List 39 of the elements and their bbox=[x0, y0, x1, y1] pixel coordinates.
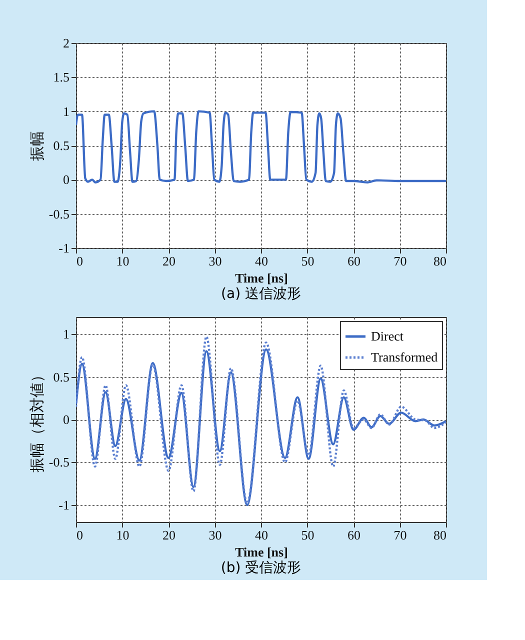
x-tick-label: 40 bbox=[255, 528, 268, 542]
y-tick-label: 1 bbox=[63, 104, 70, 119]
x-tick-label: 10 bbox=[116, 528, 130, 542]
y-axis-title: 振幅（相対値） bbox=[28, 368, 46, 472]
x-tick-label: 50 bbox=[301, 528, 314, 542]
x-tick-label: 10 bbox=[116, 254, 130, 268]
y-tick-label: 1 bbox=[63, 326, 70, 342]
y-tick-label: 1.5 bbox=[53, 70, 70, 85]
y-tick-label: -0.5 bbox=[48, 454, 70, 470]
text: (b) 受信波形 bbox=[220, 560, 302, 576]
y-axis-title: 振幅 bbox=[28, 131, 46, 161]
x-tick-label: 40 bbox=[255, 254, 268, 268]
x-tick-label: 0 bbox=[76, 254, 83, 268]
y-tick-label: -0.5 bbox=[48, 206, 70, 222]
y-tick-label: 0 bbox=[63, 172, 70, 188]
x-axis-title: Time [ns] bbox=[235, 544, 288, 560]
y-tick-label: 0.5 bbox=[53, 369, 70, 384]
line-series bbox=[76, 110, 446, 184]
x-tick-label: 60 bbox=[348, 528, 360, 542]
y-tick-label: 2 bbox=[63, 36, 70, 50]
x-tick-label: 30 bbox=[208, 254, 222, 268]
x-axis-title: Time [ns] bbox=[235, 270, 288, 286]
x-tick-label: 80 bbox=[434, 528, 446, 542]
y-tick-label: 0 bbox=[63, 412, 70, 427]
y-tick-label: 0.5 bbox=[53, 138, 70, 153]
x-tick-label: 70 bbox=[394, 528, 407, 542]
x-tick-label: 50 bbox=[301, 254, 314, 268]
legend-label: Direct bbox=[371, 328, 404, 344]
x-tick-label: 60 bbox=[348, 254, 360, 268]
text: (a) 送信波形 bbox=[221, 286, 301, 302]
x-tick-label: 20 bbox=[162, 254, 176, 268]
y-tick-label: -1 bbox=[58, 497, 70, 512]
x-tick-label: 30 bbox=[208, 528, 222, 542]
y-tick-label: -1 bbox=[58, 240, 70, 256]
x-tick-label: 80 bbox=[434, 254, 446, 268]
legend-label: Transformed bbox=[371, 350, 438, 364]
x-tick-label: 0 bbox=[76, 528, 83, 542]
x-tick-label: 20 bbox=[162, 528, 176, 542]
x-tick-label: 70 bbox=[394, 254, 407, 268]
